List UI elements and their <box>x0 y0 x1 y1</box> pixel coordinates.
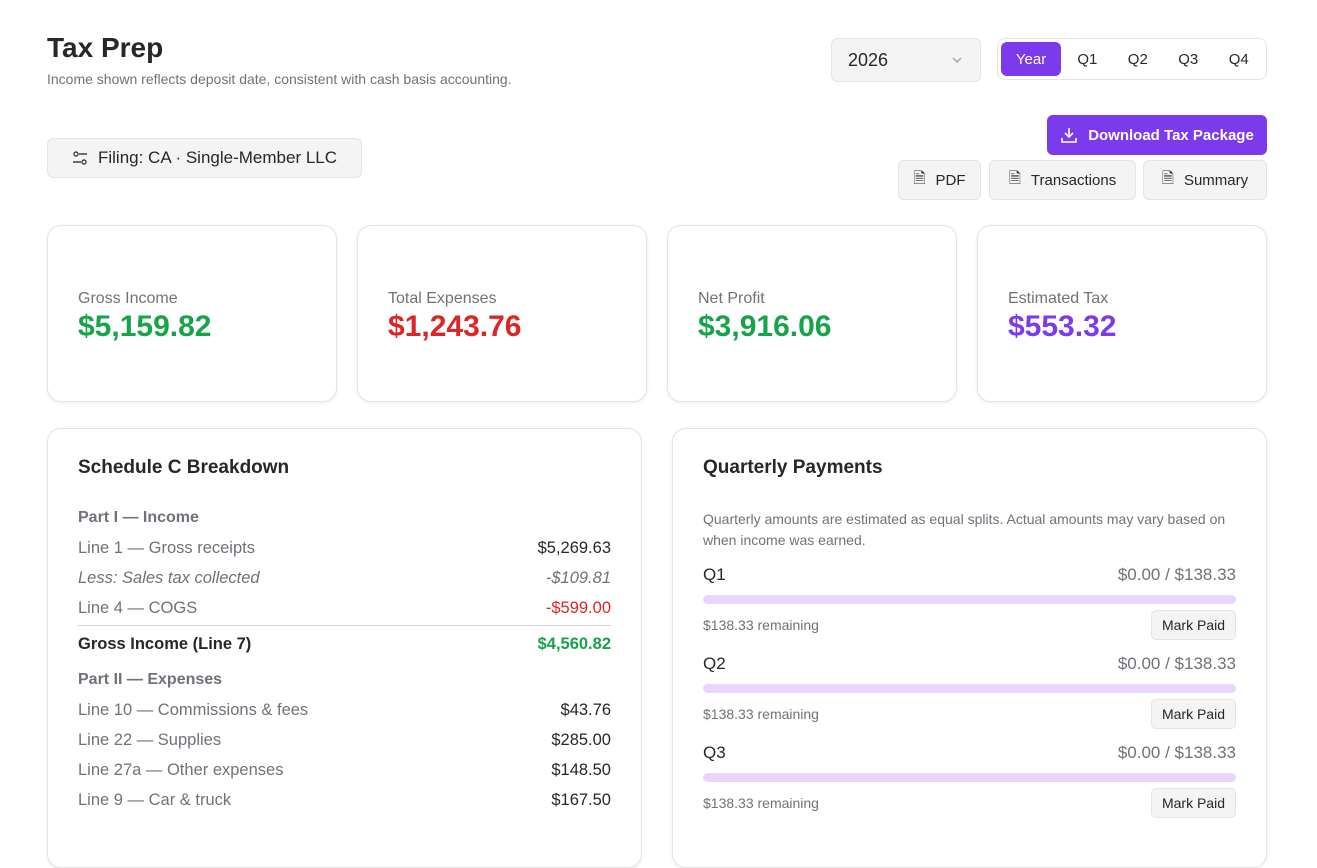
quarter-label: Q1 <box>703 565 726 584</box>
transactions-button[interactable]: 🗎 Transactions <box>989 160 1136 200</box>
row-label: Line 1 — Gross receipts <box>78 539 255 557</box>
download-icon <box>1061 128 1077 143</box>
file-text-icon: 🗎 <box>913 169 926 187</box>
quarter-label: Q3 <box>703 743 726 762</box>
page-subtitle: Income shown reflects deposit date, cons… <box>47 71 512 87</box>
page-title: Tax Prep <box>47 32 164 63</box>
pdf-label: PDF <box>935 171 966 189</box>
quarter-amount: $0.00 / $138.33 <box>1117 565 1236 584</box>
stat-label: Gross Income <box>78 290 178 307</box>
row-label: Gross Income (Line 7) <box>78 635 252 653</box>
mark-paid-button[interactable]: Mark Paid <box>1150 610 1236 640</box>
row-label: Line 10 — Commissions & fees <box>78 701 309 719</box>
stat-label: Net Profit <box>698 290 765 307</box>
quarter-item: Q3 $0.00 / $138.33 $138.33 remaining Mark P… <box>703 743 1236 818</box>
gross-income-row: Gross Income (Line 7) $4,560.82 <box>78 625 611 661</box>
quarter-amount: $0.00 / $138.33 <box>1117 654 1236 673</box>
quarterly-note: Quarterly amounts are estimated as equal… <box>703 511 1226 548</box>
chevron-down-icon <box>952 57 962 64</box>
quarter-remaining: $138.33 remaining <box>703 795 819 811</box>
year-select[interactable]: 2026 <box>831 38 981 82</box>
year-value: 2026 <box>848 49 889 70</box>
sliders-icon <box>72 151 87 165</box>
stat-value: $3,916.06 <box>698 310 832 343</box>
stat-card: Estimated Tax $553.32 <box>977 225 1267 402</box>
mark-paid-button[interactable]: Mark Paid <box>1150 788 1236 818</box>
pdf-button[interactable]: 🗎 PDF <box>898 160 981 200</box>
quarter-item: Q2 $0.00 / $138.33 $138.33 remaining Mark P… <box>703 654 1236 729</box>
tab-q2[interactable]: Q2 <box>1127 50 1148 68</box>
quarter-progress-bar <box>703 684 1236 693</box>
download-label: Download Tax Package <box>1088 126 1254 144</box>
stat-value: $553.32 <box>1008 310 1117 343</box>
row-amount: $285.00 <box>551 731 611 749</box>
quarter-amount: $0.00 / $138.33 <box>1117 743 1236 762</box>
stat-value: $1,243.76 <box>388 310 522 343</box>
row-amount: $4,560.82 <box>537 635 611 653</box>
row-amount: $43.76 <box>560 701 611 719</box>
quarter-progress-bar <box>703 773 1236 782</box>
part-heading: Part II — Expenses <box>78 671 223 688</box>
tab-q3[interactable]: Q3 <box>1178 50 1199 68</box>
row-amount: -$599.00 <box>545 599 611 617</box>
quarterly-payments-card: Quarterly Payments Quarterly amounts are… <box>672 428 1267 868</box>
part-heading: Part I — Income <box>78 509 199 526</box>
row-amount: $167.50 <box>551 791 611 809</box>
line-item-row: Line 22 — Supplies $285.00 <box>78 725 611 755</box>
tab-year[interactable]: Year <box>1001 42 1062 76</box>
mark-paid-button[interactable]: Mark Paid <box>1150 699 1236 729</box>
period-tabs: Year Q1 Q2 Q3 Q4 <box>997 38 1267 80</box>
row-label: Line 4 — COGS <box>78 599 198 617</box>
tab-q1[interactable]: Q1 <box>1077 50 1098 68</box>
quarter-remaining: $138.33 remaining <box>703 617 819 633</box>
line-item-row: Line 1 — Gross receipts $5,269.63 <box>78 533 611 563</box>
line-item-row: Line 10 — Commissions & fees $43.76 <box>78 695 611 725</box>
row-label: Line 27a — Other expenses <box>78 761 284 779</box>
quarter-item: Q1 $0.00 / $138.33 $138.33 remaining Mark P… <box>703 565 1236 640</box>
stat-card: Net Profit $3,916.06 <box>667 225 957 402</box>
schedule-c-card: Schedule C Breakdown Part I — Income Lin… <box>47 428 642 868</box>
tab-q4[interactable]: Q4 <box>1228 50 1249 68</box>
stat-value: $5,159.82 <box>78 310 212 343</box>
file-spreadsheet-icon: 🗎 <box>1008 169 1021 187</box>
summary-label: Summary <box>1183 171 1249 189</box>
summary-button[interactable]: 🗎 Summary <box>1143 160 1267 200</box>
stat-card: Total Expenses $1,243.76 <box>357 225 647 402</box>
quarter-progress-bar <box>703 595 1236 604</box>
quarter-label: Q2 <box>703 654 726 673</box>
transactions-label: Transactions <box>1030 171 1117 189</box>
stat-label: Total Expenses <box>388 290 497 307</box>
line-item-row: Line 4 — COGS -$599.00 <box>78 593 611 623</box>
row-label: Line 22 — Supplies <box>78 731 222 749</box>
row-amount: $148.50 <box>551 761 611 779</box>
download-tax-package-button[interactable]: Download Tax Package <box>1047 115 1267 155</box>
stat-card: Gross Income $5,159.82 <box>47 225 337 402</box>
card-title: Quarterly Payments <box>703 457 883 478</box>
card-title: Schedule C Breakdown <box>78 457 290 478</box>
filing-label: Filing: CA · Single-Member LLC <box>97 148 338 167</box>
stat-label: Estimated Tax <box>1008 290 1109 307</box>
row-label: Less: Sales tax collected <box>78 569 260 587</box>
file-spreadsheet-icon: 🗎 <box>1161 169 1174 187</box>
row-amount: -$109.81 <box>545 569 611 587</box>
quarter-remaining: $138.33 remaining <box>703 706 819 722</box>
line-item-row: Less: Sales tax collected -$109.81 <box>78 563 611 593</box>
filing-button[interactable]: Filing: CA · Single-Member LLC <box>47 138 362 178</box>
line-item-row: Line 27a — Other expenses $148.50 <box>78 755 611 785</box>
row-label: Line 9 — Car & truck <box>78 791 232 809</box>
row-amount: $5,269.63 <box>537 539 611 557</box>
line-item-row: Line 9 — Car & truck $167.50 <box>78 785 611 815</box>
